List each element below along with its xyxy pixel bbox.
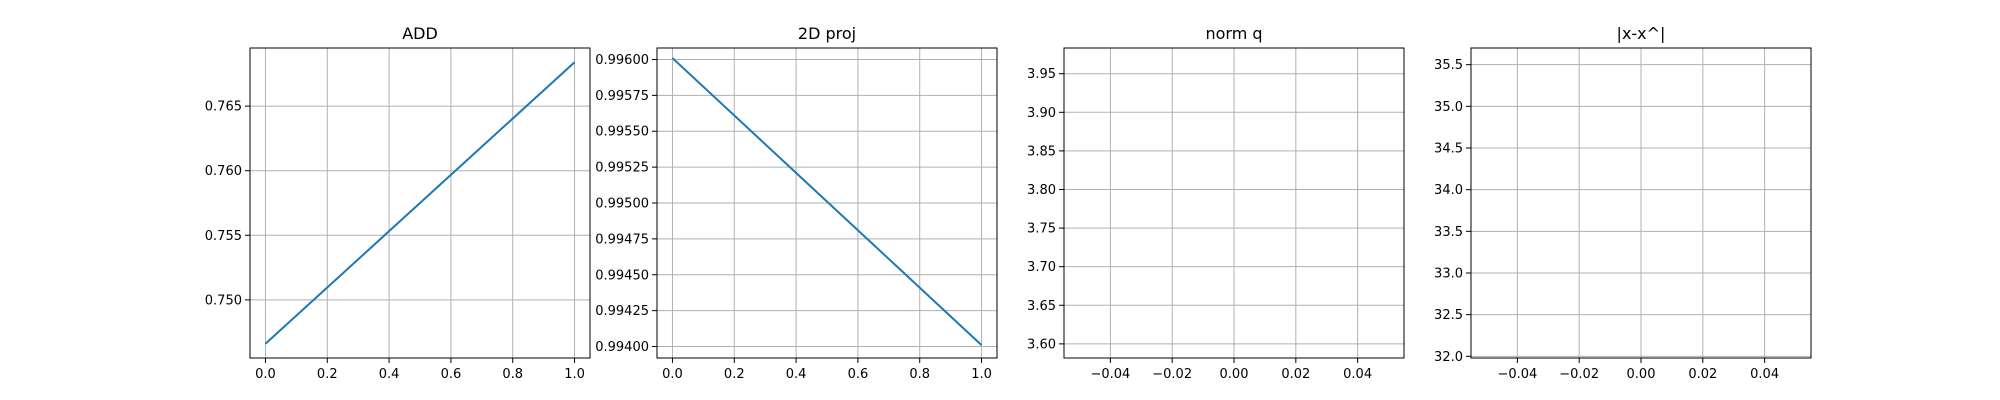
- y-tick-label: 3.65: [1027, 299, 1056, 314]
- x-tick-label: 0.00: [1627, 367, 1656, 382]
- x-tick-label: 0.0: [662, 367, 683, 382]
- y-tick-label: 0.99400: [595, 340, 649, 355]
- x-tick-label: 0.6: [441, 367, 462, 382]
- y-tick-label: 35.0: [1434, 100, 1463, 115]
- y-tick-label: 0.99450: [595, 268, 649, 283]
- subplot-3: −0.04 −0.02 0.00 0.02 0.04 3.60 3.65 3.70 3.75 3.…: [1027, 24, 1405, 382]
- y-tick-label: 3.95: [1027, 67, 1056, 82]
- y-tick-label: 35.5: [1434, 58, 1463, 73]
- x-tick-label: 0.0: [255, 367, 276, 382]
- y-tick-label: 33.0: [1434, 267, 1463, 282]
- x-tick-label: −0.02: [1152, 367, 1192, 382]
- y-tick-label: 3.70: [1027, 260, 1056, 275]
- y-tick-label: 34.5: [1434, 142, 1463, 157]
- y-tick-label: 0.99575: [595, 89, 649, 104]
- x-tick-label: 1.0: [564, 367, 585, 382]
- subplot-title: ADD: [402, 24, 438, 43]
- x-tick-label: 0.02: [1688, 367, 1717, 382]
- y-tick-label: 0.99525: [595, 161, 649, 176]
- y-tick-label: 0.99475: [595, 232, 649, 247]
- series-line: [264, 61, 576, 345]
- x-tick-label: 1.0: [971, 367, 992, 382]
- subplot-title: 2D proj: [798, 24, 856, 43]
- subplot-1: 0.0 0.2 0.4 0.6 0.8 1.0 0.750 0.755 0.760 0.765 AD…: [205, 24, 591, 382]
- y-tick-label: 0.760: [205, 164, 242, 179]
- y-tick-label: 33.5: [1434, 225, 1463, 240]
- series-line: [671, 57, 983, 346]
- y-tick-label: 3.60: [1027, 337, 1056, 352]
- y-tick-label: 3.80: [1027, 183, 1056, 198]
- axes-frame: [249, 47, 591, 359]
- x-tick-label: −0.02: [1559, 367, 1599, 382]
- y-tick-label: 3.75: [1027, 222, 1056, 237]
- y-tick-label: 0.99425: [595, 304, 649, 319]
- y-tick-label: 0.765: [205, 100, 242, 115]
- x-tick-label: 0.2: [317, 367, 338, 382]
- subplot-title: norm q: [1205, 24, 1262, 43]
- x-tick-label: 0.04: [1343, 367, 1372, 382]
- x-tick-label: 0.8: [502, 367, 523, 382]
- x-tick-label: −0.04: [1497, 367, 1537, 382]
- subplot-4: −0.04 −0.02 0.00 0.02 0.04 32.0 32.5 33.0 33.5 34…: [1434, 24, 1812, 382]
- y-tick-label: 3.85: [1027, 144, 1056, 159]
- x-tick-label: 0.02: [1281, 367, 1310, 382]
- y-tick-label: 3.90: [1027, 106, 1056, 121]
- y-tick-label: 0.755: [205, 229, 242, 244]
- y-tick-label: 0.99500: [595, 197, 649, 212]
- y-tick-label: 0.99550: [595, 125, 649, 140]
- y-tick-label: 32.0: [1434, 350, 1463, 365]
- y-tick-label: 0.750: [205, 293, 242, 308]
- subplot-2: 0.0 0.2 0.4 0.6 0.8 1.0 0.99400 0.99425 0.99450 0…: [595, 24, 998, 382]
- x-tick-label: 0.00: [1220, 367, 1249, 382]
- x-tick-label: 0.4: [786, 367, 807, 382]
- x-tick-label: −0.04: [1090, 367, 1130, 382]
- subplot-title: |x-x^|: [1617, 24, 1666, 43]
- x-tick-label: 0.2: [724, 367, 745, 382]
- x-tick-label: 0.04: [1750, 367, 1779, 382]
- x-tick-label: 0.4: [379, 367, 400, 382]
- y-tick-label: 0.99600: [595, 53, 649, 68]
- x-tick-label: 0.6: [848, 367, 869, 382]
- x-tick-label: 0.8: [909, 367, 930, 382]
- y-tick-label: 32.5: [1434, 308, 1463, 323]
- y-tick-label: 34.0: [1434, 183, 1463, 198]
